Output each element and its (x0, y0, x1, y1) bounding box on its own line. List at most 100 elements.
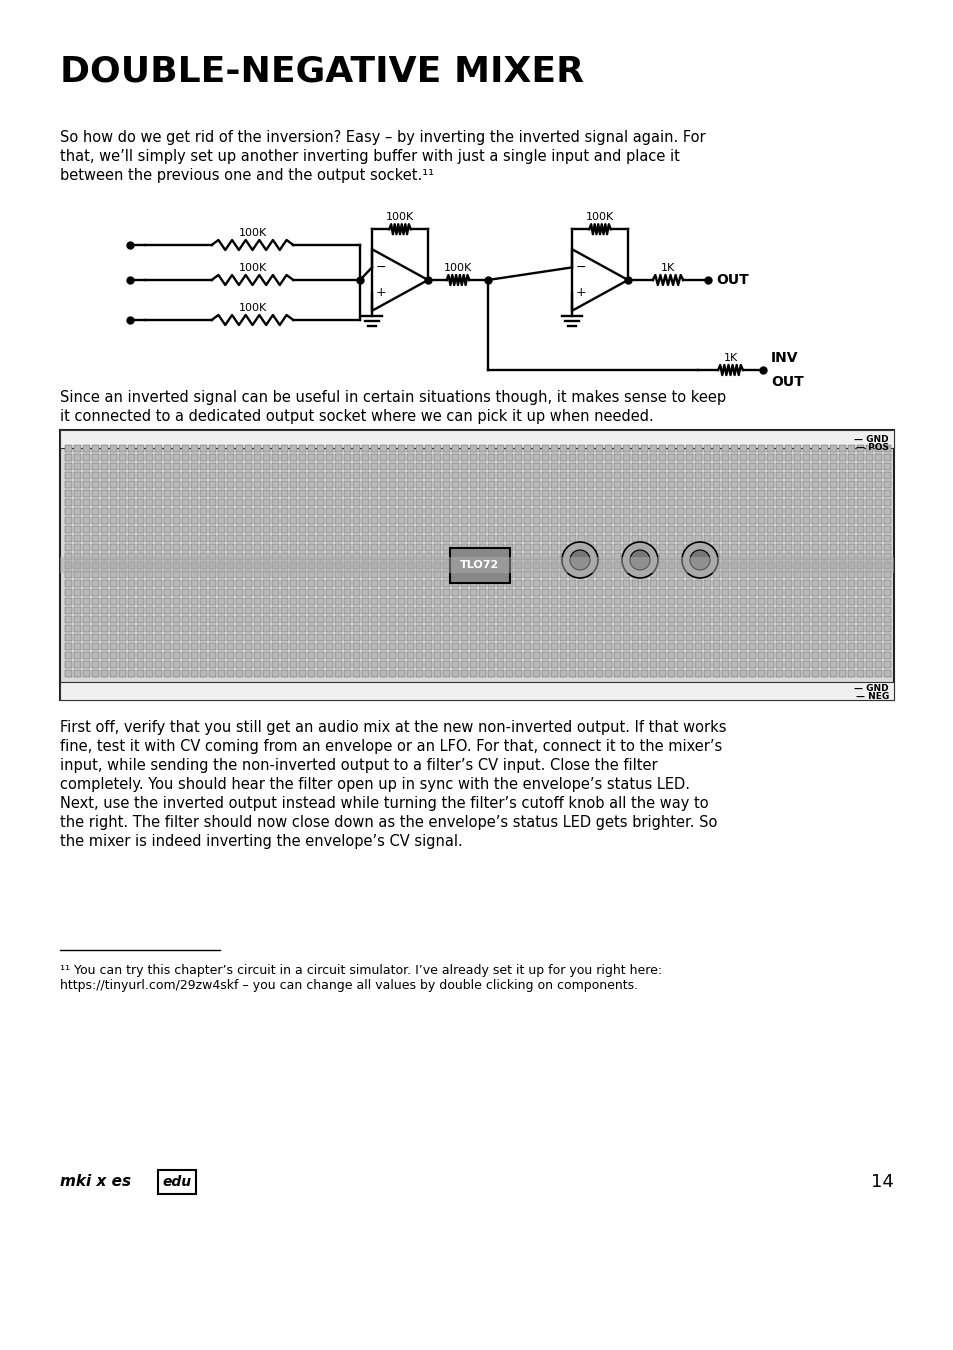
Bar (758, 634, 764, 641)
Bar (541, 625, 548, 632)
Bar (775, 535, 782, 541)
Bar (505, 643, 513, 649)
Bar (182, 454, 189, 460)
Bar (505, 490, 513, 497)
Bar (865, 446, 872, 452)
Bar (695, 526, 701, 533)
Bar (631, 526, 639, 533)
Bar (667, 463, 675, 470)
Bar (371, 616, 377, 622)
Bar (389, 625, 395, 632)
Bar (74, 670, 81, 676)
Bar (604, 670, 612, 676)
Bar (290, 463, 296, 470)
Bar (559, 562, 566, 568)
Bar (847, 508, 854, 514)
Bar (101, 535, 108, 541)
Bar (596, 517, 602, 524)
Bar (424, 616, 432, 622)
Bar (326, 454, 333, 460)
Bar (101, 662, 108, 668)
Bar (478, 616, 485, 622)
Bar (361, 490, 369, 497)
Bar (649, 508, 657, 514)
Bar (568, 554, 576, 560)
Bar (101, 454, 108, 460)
Bar (272, 517, 278, 524)
Bar (200, 526, 207, 533)
Bar (622, 616, 629, 622)
Bar (766, 598, 773, 605)
Bar (416, 517, 422, 524)
Bar (119, 544, 126, 551)
Bar (172, 517, 180, 524)
Bar (470, 463, 476, 470)
Bar (766, 500, 773, 506)
Bar (856, 500, 863, 506)
Bar (182, 490, 189, 497)
Bar (793, 670, 801, 676)
Bar (154, 616, 162, 622)
Bar (371, 454, 377, 460)
Bar (838, 554, 845, 560)
Bar (586, 608, 594, 614)
Bar (568, 463, 576, 470)
Bar (335, 481, 341, 487)
Bar (245, 490, 252, 497)
Bar (172, 554, 180, 560)
Bar (209, 463, 215, 470)
Bar (586, 446, 594, 452)
Bar (631, 598, 639, 605)
Bar (478, 662, 485, 668)
Bar (172, 652, 180, 659)
Bar (470, 589, 476, 595)
Bar (533, 454, 539, 460)
Bar (452, 571, 458, 578)
Bar (298, 580, 306, 587)
Bar (326, 634, 333, 641)
Bar (604, 616, 612, 622)
Bar (182, 608, 189, 614)
Bar (695, 589, 701, 595)
Bar (335, 454, 341, 460)
Bar (523, 589, 531, 595)
Bar (856, 670, 863, 676)
Bar (586, 554, 594, 560)
Bar (91, 544, 99, 551)
Text: OUT: OUT (770, 375, 803, 389)
Bar (604, 598, 612, 605)
Bar (416, 670, 422, 676)
Bar (533, 472, 539, 479)
Bar (442, 454, 450, 460)
Bar (83, 517, 90, 524)
Bar (281, 554, 288, 560)
Bar (119, 634, 126, 641)
Bar (865, 625, 872, 632)
Bar (740, 526, 746, 533)
Bar (101, 463, 108, 470)
Bar (541, 481, 548, 487)
Bar (146, 535, 152, 541)
Bar (308, 508, 314, 514)
Bar (191, 580, 198, 587)
Bar (416, 490, 422, 497)
Bar (515, 554, 521, 560)
Bar (316, 517, 324, 524)
Bar (209, 481, 215, 487)
Bar (371, 670, 377, 676)
Bar (596, 472, 602, 479)
Bar (865, 500, 872, 506)
Bar (883, 517, 890, 524)
Bar (604, 472, 612, 479)
Bar (586, 535, 594, 541)
Bar (721, 616, 728, 622)
Bar (290, 544, 296, 551)
Bar (838, 625, 845, 632)
Bar (712, 580, 720, 587)
Bar (883, 544, 890, 551)
Bar (847, 562, 854, 568)
Bar (91, 446, 99, 452)
Bar (316, 463, 324, 470)
Bar (164, 472, 171, 479)
Bar (326, 616, 333, 622)
